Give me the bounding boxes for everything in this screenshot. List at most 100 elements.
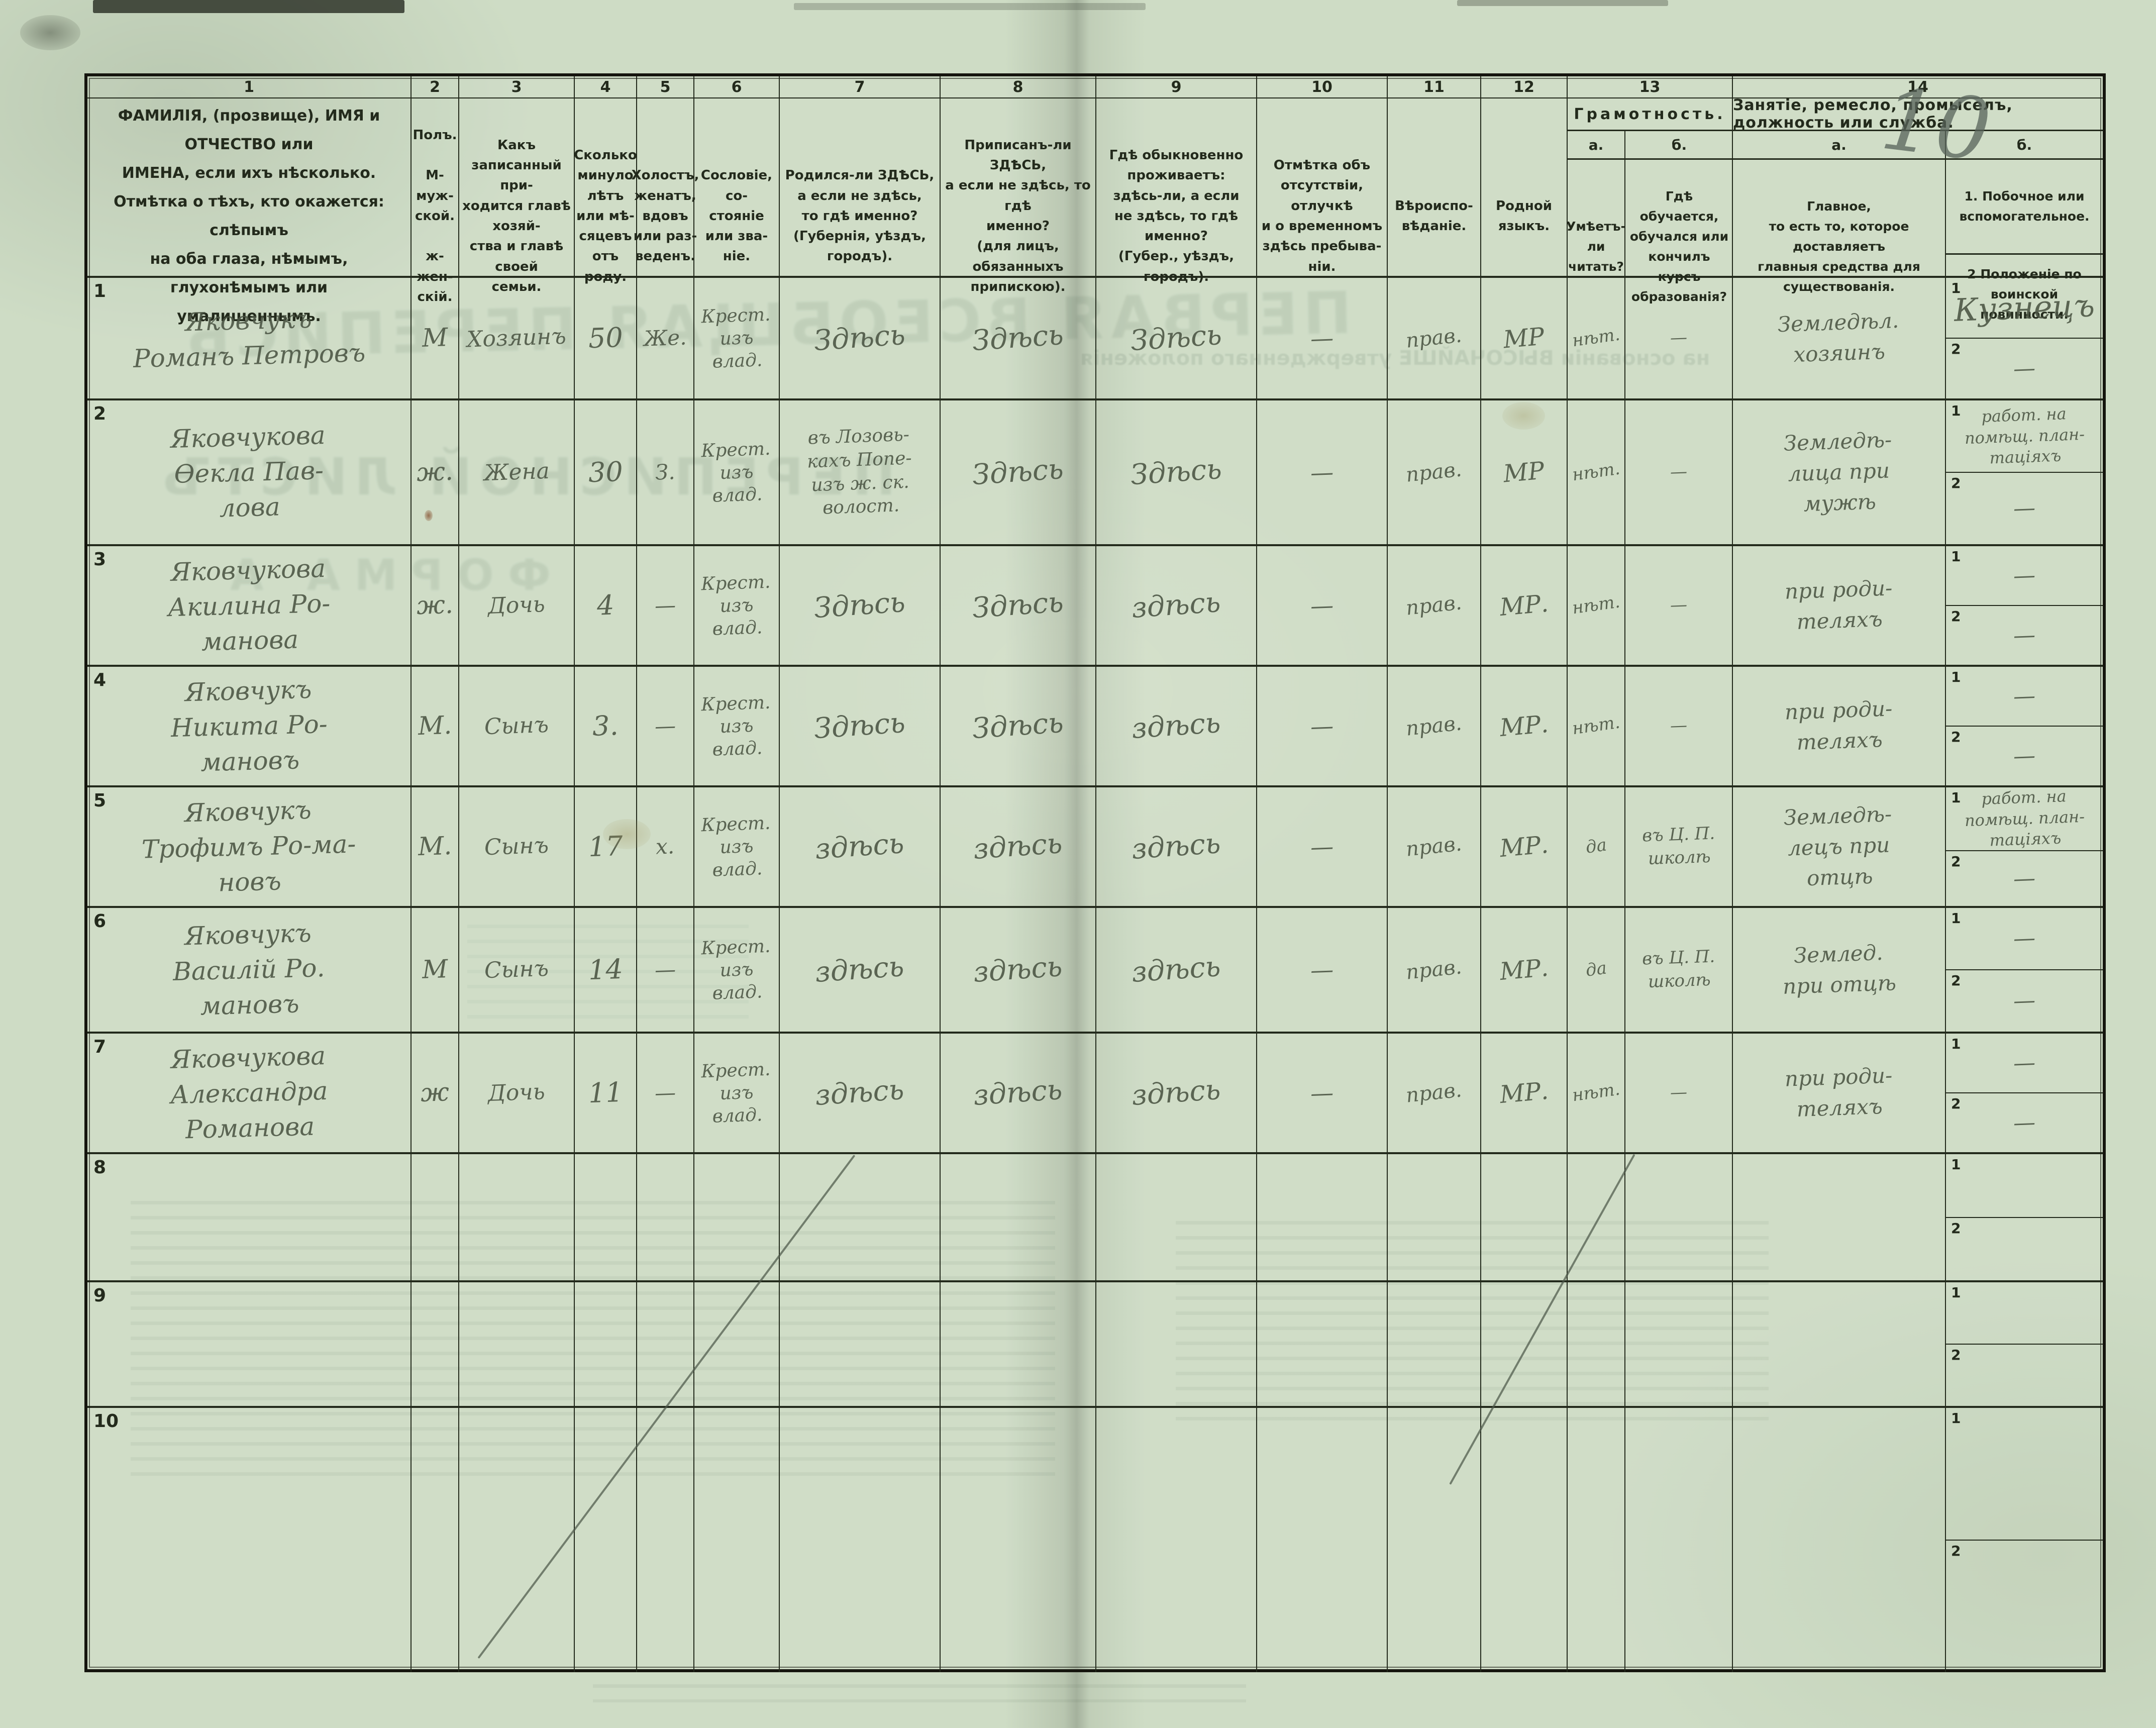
cell-literacy-school [1625,1408,1733,1672]
cell-sex: ж [412,1034,459,1152]
cell-marital: х. [637,787,694,906]
cell-registered: здѣсь [941,787,1096,906]
value-language: МР [1502,322,1546,354]
value-relation: Дочь [487,591,546,620]
cell-occupation-side: 1 2 [1946,1408,2103,1672]
cell-absence [1257,1408,1388,1672]
value-estate: Крест. изъ влад. [700,438,771,506]
cell-registered: здѣсь [941,1034,1096,1152]
value-registered: здѣсь [972,950,1064,989]
cell-literacy-read: нѣт. [1568,400,1625,544]
value-literacy-school: — [1670,461,1688,482]
value-relation: Сынъ [484,712,549,740]
column-number-9: 9 [1096,76,1257,97]
header-occupation-a-label: а. [1733,131,1946,158]
cell-age [575,1282,637,1406]
value-name: Яковчукова Ѳекла Пав- лова [170,420,326,523]
value-registered: Здѣсь [971,706,1065,746]
cell-marital [637,1154,694,1280]
cell-name: 8 [87,1154,412,1280]
cell-language [1481,1282,1568,1406]
cell-estate [694,1408,780,1672]
sub-row-label-1: 1 [1951,1284,1961,1301]
header-occupation-title: Занятіе, ремесло, промыселъ, должность и… [1733,96,2103,132]
table-row: 3 Яковчукова Акилина Ро- манова ж. Дочь … [87,544,2103,665]
cell-sex: М. [412,667,459,785]
value-absence: — [1310,1079,1334,1107]
cell-occupation-main: Земледѣ- лица при мужѣ [1733,400,1946,544]
column-number-5: 5 [637,76,694,97]
cell-language [1481,1408,1568,1672]
header-occupation-sublabels: а. б. [1733,131,2103,160]
cell-sex: ж. [412,546,459,665]
value-occupation-side: работ. на помѣщ. план- таціяхъ [1964,786,2085,850]
row-number: 1 [93,281,107,301]
cell-absence: — [1257,400,1388,544]
header-literacy-sublabels: а. б. [1568,131,1732,160]
cell-resides [1096,1408,1257,1672]
value-language: МР. [1498,1076,1550,1109]
value-relation: Хозяинъ [466,323,567,353]
column-number-7: 7 [780,76,941,97]
value-religion: прав. [1405,955,1463,984]
cell-age: 11 [575,1034,637,1152]
cell-occupation-side-1: 1 — [1946,667,2103,727]
cell-name: 5 Яковчукъ Трофимъ Ро-ма- новъ [87,787,412,906]
cell-military-status: 2 [1946,1218,2103,1281]
value-marital: — [654,1079,676,1105]
cell-occupation-side: 1 — 2 — [1946,546,2103,665]
value-military-status: — [2013,495,2036,522]
row-number: 8 [93,1157,107,1178]
header-language: Родной языкъ. [1481,98,1568,334]
cell-occupation-side-1: 1 Кузнецъ [1946,278,2103,339]
value-resides: здѣсь [1131,950,1222,989]
cell-age: 30 [575,400,637,544]
cell-occupation-main: Землед. при отцѣ [1733,908,1946,1032]
cell-literacy-read [1568,1154,1625,1280]
sub-row-label-1: 1 [1951,1156,1961,1173]
value-occupation-side: — [2013,683,2036,709]
cell-occupation-side: 1 2 [1946,1282,2103,1406]
cell-literacy-read [1568,1282,1625,1406]
value-relation: Сынъ [484,956,549,984]
sub-row-label-1: 1 [1951,1410,1961,1427]
cell-religion: прав. [1388,667,1481,785]
table-row: 7 Яковчукова Александра Романова ж Дочь … [87,1032,2103,1152]
cell-literacy-read [1568,1408,1625,1672]
cell-estate: Крест. изъ влад. [694,400,780,544]
cell-occupation-side-1: 1 работ. на помѣщ. план- таціяхъ [1946,400,2103,473]
column-number-14: 14 [1907,78,1928,96]
cell-occupation-main: при роди- теляхъ [1733,667,1946,785]
cell-occupation-main [1733,1154,1946,1280]
value-resides: Здѣсь [1130,318,1223,358]
cell-literacy-school [1625,1282,1733,1406]
header-literacy-title: Грамотность. [1568,98,1732,131]
table-body: 1 Яковчукъ Романъ Петровъ М Хозяинъ 50 Ж… [87,278,2103,1672]
cell-military-status: 2 — [1946,339,2103,398]
value-age: 11 [587,1076,624,1109]
row-number: 3 [93,549,107,570]
value-occupation-main: Землед. при отцѣ [1782,940,1897,999]
value-marital: — [654,713,676,739]
cell-religion: прав. [1388,278,1481,398]
cell-occupation-side: 1 работ. на помѣщ. план- таціяхъ 2 — [1946,786,2103,906]
value-literacy-school: въ Ц. П. школѣ [1641,823,1715,869]
cell-language: МР. [1481,1034,1568,1152]
table-row: 5 Яковчукъ Трофимъ Ро-ма- новъ М. Сынъ 1… [87,785,2103,906]
value-religion: прав. [1405,711,1463,741]
value-registered: Здѣсь [971,585,1065,625]
value-sex: ж. [416,589,454,621]
value-occupation-side: — [2013,562,2036,589]
sub-row-label-2: 2 [1951,1347,1961,1363]
cell-age: 50 [575,278,637,398]
cell-relation: Жена [459,400,575,544]
header-resides: Гдѣ обыкновенно проживаетъ: здѣсь-ли, а … [1096,98,1257,334]
cell-sex: М. [412,787,459,906]
cell-estate: Крест. изъ влад. [694,908,780,1032]
table-row: 10 1 2 [87,1406,2103,1672]
header-literacy-read: Умѣетъ- ли читать? [1566,160,1626,334]
sub-row-label-2: 2 [1951,1095,1961,1112]
value-born: Здѣсь [813,706,906,746]
cell-estate: Крест. изъ влад. [694,667,780,785]
cell-name: 7 Яковчукова Александра Романова [87,1034,412,1152]
